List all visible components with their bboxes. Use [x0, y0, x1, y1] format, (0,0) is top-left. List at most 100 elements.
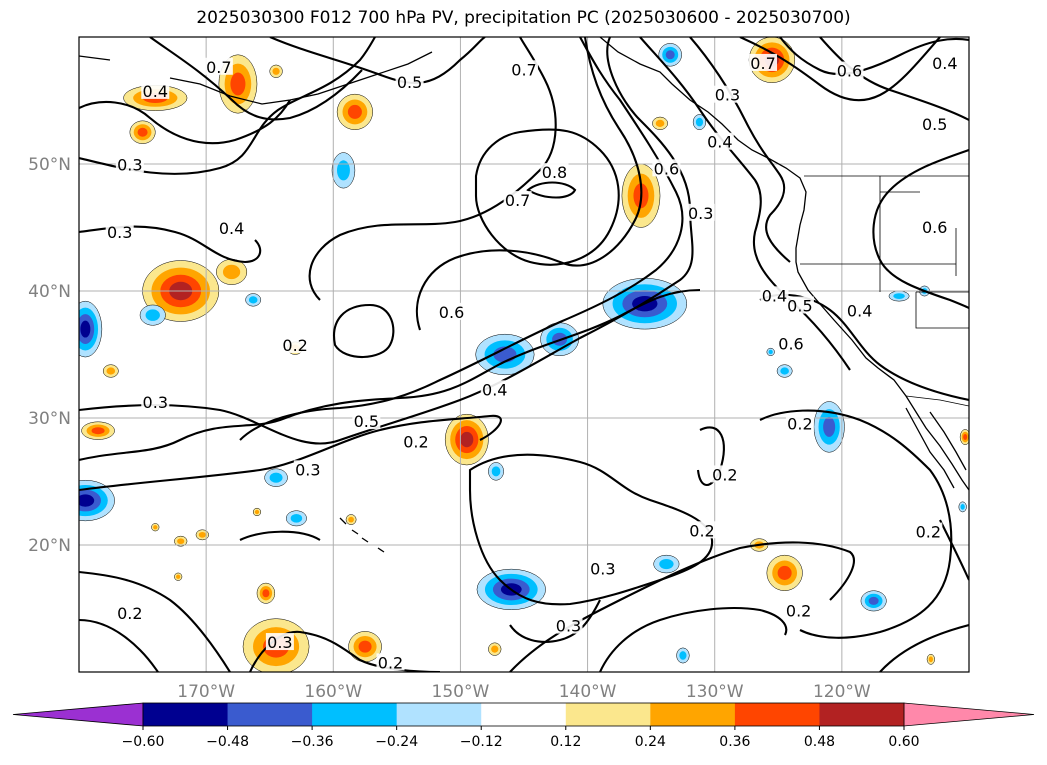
us-state-borders	[800, 176, 969, 329]
precip-fill-level	[79, 494, 95, 507]
lon-tick-label: 150°W	[432, 682, 490, 702]
colorbar-tick-label: 0.48	[804, 734, 835, 750]
precip-fill-level	[198, 531, 206, 538]
contour-label: 0.6	[835, 61, 864, 81]
precip-fill-level	[269, 472, 283, 483]
precip-fill-blob	[345, 514, 357, 525]
political-borders	[800, 175, 969, 407]
colorbar-tick-label: −0.12	[460, 734, 503, 750]
precip-fill-level	[768, 349, 773, 355]
pv-contour	[79, 570, 231, 672]
pv-contour	[939, 519, 969, 581]
contour-label-bg	[217, 219, 246, 237]
precip-fill-level	[248, 296, 258, 304]
colorbar-tick-label: 0.24	[635, 734, 666, 750]
pv-contour	[149, 37, 363, 121]
contour-label: 0.3	[115, 155, 144, 175]
precip-fill-level	[137, 127, 148, 137]
contour-label-bg	[437, 302, 466, 320]
colorbar-swatch	[481, 703, 567, 726]
contour-label-text: 0.8	[542, 163, 567, 182]
contour-label-bg	[835, 61, 864, 79]
contour-label-text: 0.4	[219, 219, 244, 238]
precip-fill-blob	[860, 590, 887, 612]
lon-tick-label: 170°W	[177, 682, 235, 702]
pv-contour	[79, 414, 502, 492]
contour-label-bg	[540, 163, 569, 181]
colorbar-swatch	[650, 703, 736, 726]
lon-tick-label: 120°W	[813, 682, 871, 702]
pv-contour	[819, 37, 969, 121]
contour-label-bg	[705, 132, 734, 150]
contour-label-text: 0.2	[378, 653, 403, 672]
contour-label-text: 0.5	[922, 115, 947, 134]
precip-fill-blob	[174, 572, 183, 581]
contour-label-text: 0.5	[397, 73, 422, 92]
contour-label-text: 0.3	[556, 617, 581, 636]
contour-label-bg	[376, 653, 405, 671]
pv-contour	[308, 37, 557, 301]
precip-fill-blob	[174, 535, 188, 547]
baja-coast	[905, 407, 955, 489]
contour-label-bg	[352, 412, 381, 430]
precip-fill-blob	[766, 554, 803, 591]
precip-fill-level	[780, 367, 789, 375]
contour-label: 0.2	[281, 335, 310, 355]
precip-fill-blob	[195, 529, 209, 541]
precip-fill-level	[868, 596, 879, 605]
contour-label-bg	[930, 53, 959, 71]
pv-contour	[333, 303, 395, 358]
lon-tick-label: 140°W	[559, 682, 617, 702]
contour-label: 0.2	[688, 521, 716, 540]
precip-fill-blob	[269, 64, 283, 78]
contour-label: 0.2	[401, 432, 430, 451]
contour-label-bg	[688, 521, 716, 539]
contour-label-bg	[510, 60, 538, 78]
contour-label: 0.5	[920, 115, 949, 134]
precip-fill-level	[91, 427, 105, 435]
contour-label-text: 0.4	[143, 82, 168, 101]
contour-label-bg	[785, 414, 814, 432]
colorbar-tick-label: −0.36	[291, 734, 334, 750]
contour-label-text: 0.2	[117, 604, 142, 623]
pv-contour	[526, 181, 577, 199]
colorbar-frame	[142, 702, 905, 727]
precip-fill-level	[460, 431, 474, 448]
pv-contour	[509, 599, 601, 643]
pv-contour	[239, 530, 321, 541]
hawaii-islands	[339, 517, 385, 553]
contour-label-bg	[141, 393, 170, 411]
colorbar: −0.60 −0.48 −0.36 −0.24 −0.12 0.12 0.24 0.36 0.4…	[12, 702, 1035, 750]
longitude-labels: 170°W 160°W 150°W 140°W 130°W 120°W	[177, 682, 871, 702]
precip-fill-blob	[256, 582, 276, 604]
us-mexico-border	[905, 395, 969, 407]
contour-label-text: 0.6	[654, 159, 679, 178]
contour-label-bg	[588, 559, 617, 577]
precip-fill-blob	[766, 347, 775, 357]
contour-label-text: 0.3	[715, 86, 740, 105]
contour-label-text: 0.7	[750, 54, 775, 73]
precip-fill-level	[893, 293, 905, 299]
lon-tick-label: 160°W	[304, 682, 362, 702]
colorbar-swatch	[734, 703, 820, 726]
contour-label-text: 0.4	[762, 286, 787, 305]
contour-label-bg	[785, 296, 814, 314]
contour-label-text: 0.2	[786, 601, 811, 620]
contour-label: 0.2	[115, 603, 144, 623]
contour-label-text: 0.3	[267, 633, 292, 652]
contour-label-bg	[777, 334, 805, 352]
contour-label-text: 0.2	[712, 465, 737, 484]
contour-label: 0.6	[920, 217, 949, 237]
precip-fill-blob	[959, 429, 969, 445]
pv-contour	[599, 606, 788, 672]
contour-label-text: 0.6	[922, 218, 947, 237]
contour-label-bg	[713, 85, 742, 103]
contour-label-bg	[845, 301, 874, 319]
lat-tick-label: 30°N	[28, 409, 71, 429]
colorbar-tick-label: −0.48	[206, 734, 249, 750]
pv-contour-labels: 0.30.3 0.40.70.4 0.50.70.80.70.30.60.30.40…	[105, 53, 959, 672]
contour-label: 0.4	[141, 81, 170, 101]
precip-fill-level	[655, 119, 665, 127]
contour-label: 0.4	[930, 53, 959, 73]
precip-fill-blob	[653, 554, 680, 574]
